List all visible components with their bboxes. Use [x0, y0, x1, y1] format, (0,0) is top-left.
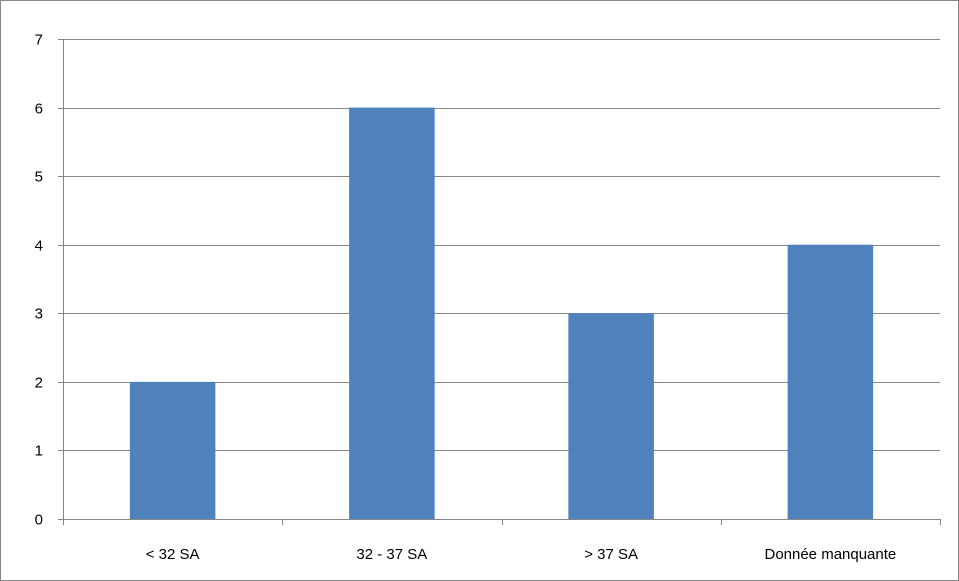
bar — [349, 107, 435, 520]
x-tick-label: < 32 SA — [146, 546, 200, 563]
y-tick-label: 2 — [35, 375, 43, 392]
x-tick-label: > 37 SA — [584, 546, 638, 563]
y-tick-label: 1 — [35, 443, 43, 460]
axes — [58, 39, 941, 525]
y-tick-label: 4 — [35, 238, 43, 255]
x-tick-label: 32 - 37 SA — [356, 546, 427, 563]
y-tick-label: 6 — [35, 101, 43, 118]
y-tick-label: 0 — [35, 512, 43, 529]
y-tick-label: 3 — [35, 306, 43, 323]
bars — [129, 107, 874, 520]
bar — [568, 313, 654, 519]
x-tick-labels: < 32 SA 32 - 37 SA > 37 SA Donnée manquante — [146, 546, 897, 563]
y-tick-label: 7 — [35, 32, 43, 49]
y-tick-labels: 0 1 2 3 4 5 6 7 — [35, 32, 43, 529]
x-tick-label: Donnée manquante — [764, 546, 896, 563]
bar — [787, 244, 874, 519]
y-tick-label: 5 — [35, 169, 43, 186]
bar — [129, 381, 216, 519]
